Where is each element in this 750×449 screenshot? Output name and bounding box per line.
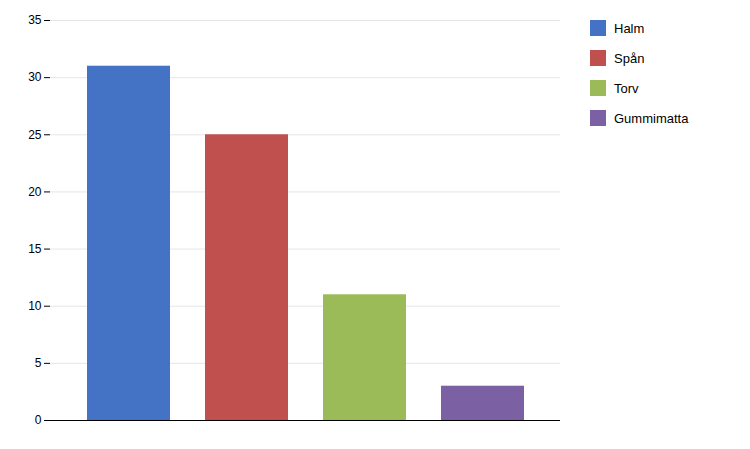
svg-text:0: 0: [35, 413, 42, 427]
html-text:Spån: Spån: [614, 50, 645, 66]
svg-text:5: 5: [35, 356, 42, 370]
svg-text:25: 25: [28, 128, 42, 142]
svg-text:10: 10: [28, 299, 42, 313]
svg-text:35: 35: [28, 13, 42, 27]
svg-text:30: 30: [28, 70, 42, 84]
svg-text:15: 15: [28, 242, 42, 256]
svg-text:20: 20: [28, 185, 42, 199]
html-text:Gummimatta: Gummimatta: [614, 110, 689, 126]
html-text:Torv: Torv: [614, 80, 639, 96]
html-text:Halm: Halm: [614, 20, 645, 36]
